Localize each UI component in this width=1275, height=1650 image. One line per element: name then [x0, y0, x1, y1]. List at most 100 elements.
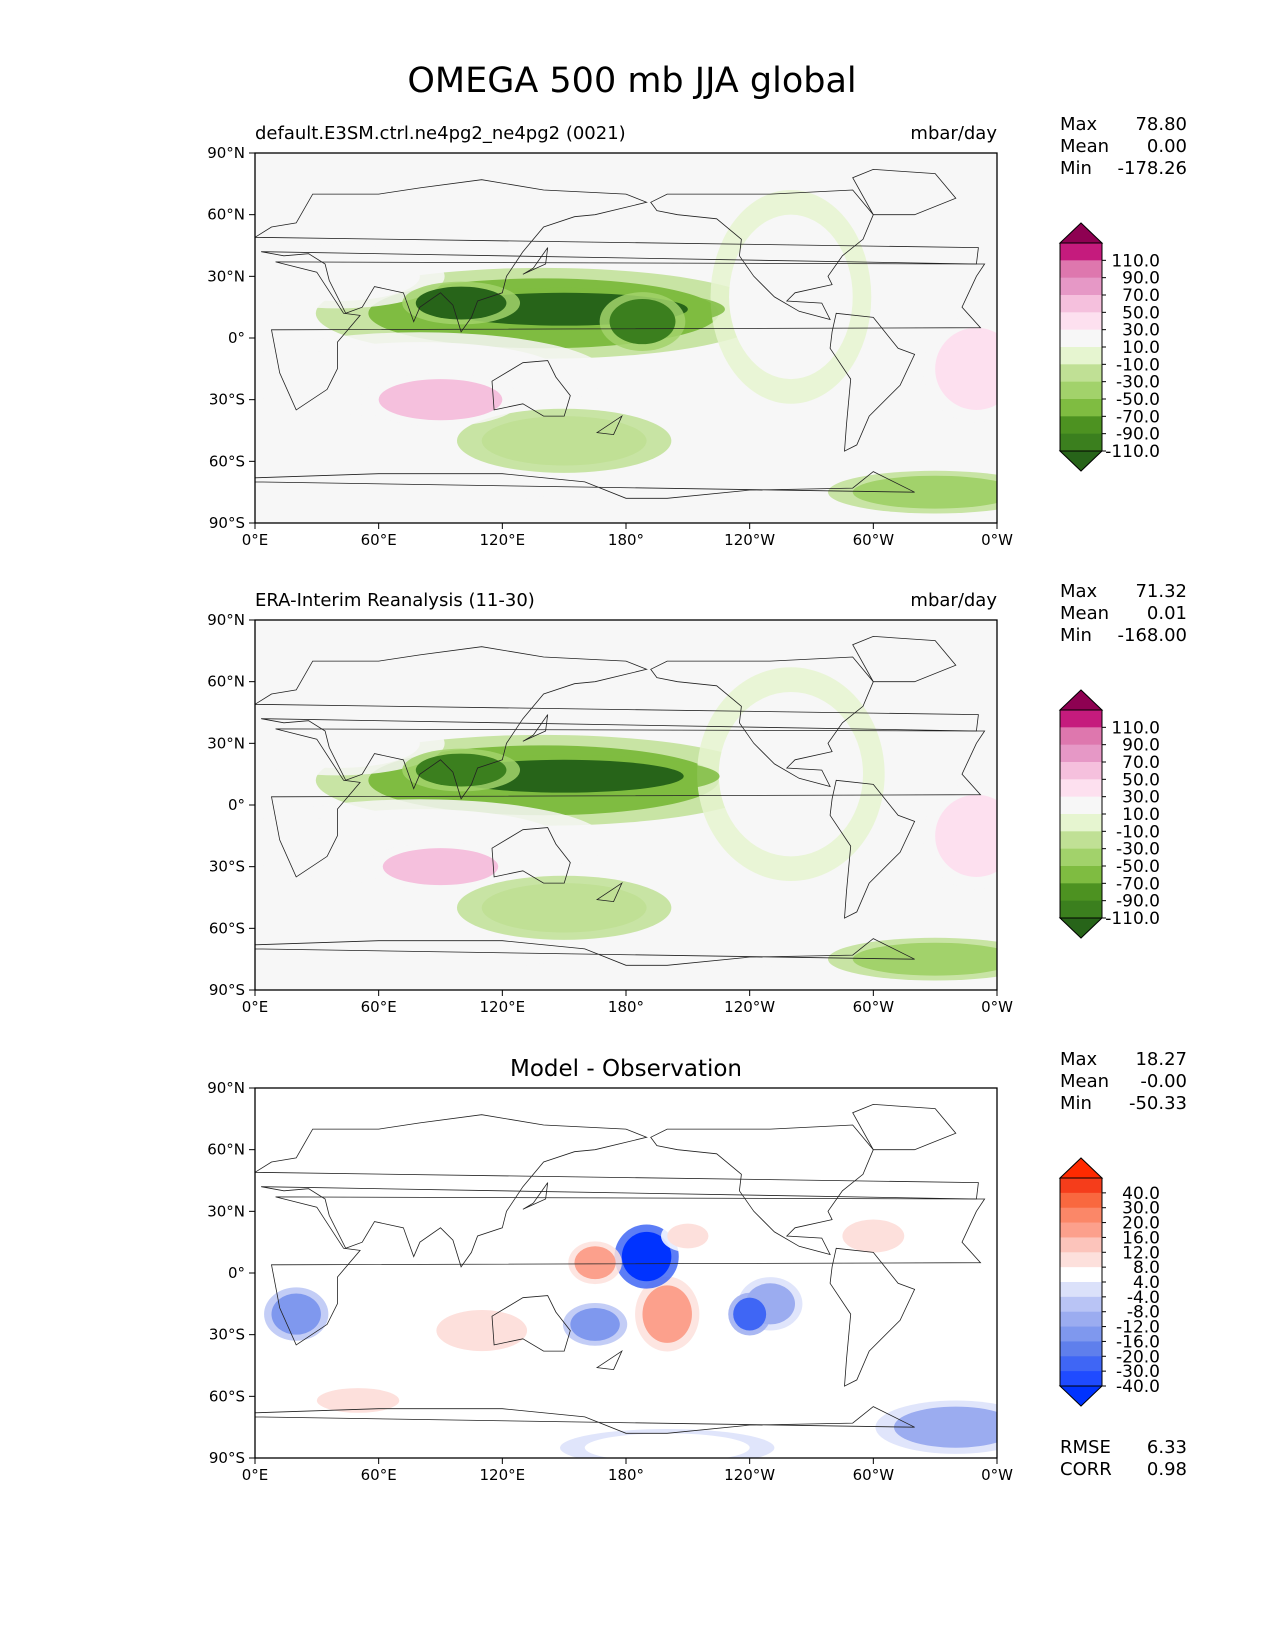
colorbar-tick-label: -40.0	[1116, 1377, 1160, 1397]
coastline	[852, 1103, 957, 1151]
colorbar-tick-label: -30.0	[1116, 840, 1160, 860]
coastline	[491, 1295, 571, 1352]
lat-tick-label: 0°	[228, 796, 245, 814]
colorbar-bin	[1060, 381, 1102, 400]
lat-tick-label: 30°N	[207, 734, 245, 752]
lon-tick-label: 0°E	[242, 1466, 269, 1484]
stat-value: -178.26	[1118, 158, 1187, 179]
colorbar-bin	[1060, 814, 1102, 832]
colorbar-tick-label: 16.0	[1122, 1228, 1160, 1248]
colorbar-bin	[1060, 1178, 1102, 1194]
colorbar-extend-max	[1058, 222, 1104, 244]
stat-label: Mean	[1060, 603, 1109, 624]
stat-label: Mean	[1060, 136, 1109, 157]
colorbar-tick-label: -30.0	[1116, 373, 1160, 393]
colorbar-bin	[1060, 260, 1102, 279]
coastline	[522, 1182, 549, 1210]
coastline	[829, 312, 916, 452]
coastline	[522, 714, 549, 742]
colorbar-tick-label: 110.0	[1111, 251, 1160, 271]
lat-tick-label: 60°N	[207, 673, 245, 691]
contour-core	[570, 1307, 620, 1341]
coastline	[650, 189, 874, 321]
lon-tick-label: 0°E	[242, 998, 269, 1016]
lon-tick-label: 60°W	[853, 1466, 895, 1484]
colorbar-extend-max	[1058, 1157, 1104, 1179]
colorbar-bin	[1060, 796, 1102, 815]
colorbar-tick-label: -50.0	[1116, 857, 1160, 877]
colorbar-bin	[1060, 364, 1102, 383]
colorbar-tick-label: -90.0	[1116, 425, 1160, 445]
lon-tick-label: 120°W	[724, 531, 775, 549]
coastline	[255, 1406, 915, 1458]
metric-value: 6.33	[1147, 1437, 1187, 1458]
contour-core	[667, 1223, 709, 1249]
colorbar-bin	[1060, 762, 1102, 780]
lat-tick-label: 0°	[228, 329, 245, 347]
lat-tick-label: 30°S	[209, 1326, 245, 1344]
colorbar-bin	[1060, 900, 1102, 919]
colorbar-tick-label: -10.0	[1116, 822, 1160, 842]
contour-core	[382, 848, 499, 886]
lon-tick-label: 120°E	[480, 1466, 526, 1484]
colorbar-tick-label: 8.0	[1133, 1258, 1160, 1278]
contour-core	[842, 1219, 905, 1253]
lat-tick-label: 60°S	[209, 1387, 245, 1405]
colorbar-tick-label: 10.0	[1122, 338, 1160, 358]
units-label: mbar/day	[910, 590, 997, 611]
colorbar-tick-label: 30.0	[1122, 1199, 1160, 1219]
colorbar-tick-label: -16.0	[1116, 1332, 1160, 1352]
colorbar-tick-label: 30.0	[1122, 321, 1160, 341]
contour-core	[852, 942, 997, 976]
colorbar-tick-label: -70.0	[1116, 407, 1160, 427]
colorbar-tick-label: 50.0	[1122, 303, 1160, 323]
stat-value: 0.01	[1147, 603, 1187, 624]
lat-tick-label: 90°N	[207, 1079, 245, 1097]
contour-core	[574, 1246, 616, 1280]
colorbar-bin	[1060, 1207, 1102, 1224]
contour-core	[436, 1310, 528, 1352]
colorbar-tick-label: 12.0	[1122, 1243, 1160, 1263]
contour-core	[415, 286, 507, 320]
colorbar-bin	[1060, 1341, 1102, 1357]
lat-tick-label: 60°S	[209, 919, 245, 937]
lon-tick-label: 180°	[608, 531, 644, 549]
contour-core	[642, 1285, 692, 1343]
coastline	[595, 881, 623, 903]
lon-tick-label: 0°W	[981, 998, 1013, 1016]
colorbar-tick-label: -70.0	[1116, 874, 1160, 894]
coastline	[595, 1349, 623, 1371]
coastline	[255, 179, 979, 333]
lon-tick-label: 60°E	[361, 998, 397, 1016]
colorbar-bin	[1060, 848, 1102, 867]
colorbar-tick-label: -110.0	[1105, 442, 1160, 462]
stat-value: -0.00	[1140, 1071, 1187, 1092]
colorbar-bin	[1060, 399, 1102, 417]
colorbar-extend-min	[1058, 450, 1104, 472]
contour-core	[481, 416, 647, 466]
coastline	[271, 728, 986, 878]
colorbar-extend-min	[1058, 917, 1104, 939]
metric-value: 0.98	[1147, 1459, 1187, 1480]
colorbar-bin	[1060, 1222, 1102, 1238]
stat-label: Max	[1060, 114, 1098, 135]
lat-tick-label: 30°S	[209, 391, 245, 409]
contour-core	[271, 1293, 321, 1335]
contour-core	[852, 475, 997, 509]
lat-tick-label: 90°N	[207, 611, 245, 629]
colorbar-tick-label: 90.0	[1122, 736, 1160, 756]
coastline	[829, 1247, 916, 1387]
colorbar-bin	[1060, 295, 1102, 313]
contour-core	[378, 379, 503, 421]
coastline	[595, 414, 623, 436]
colorbar-bin	[1060, 277, 1102, 296]
colorbar-bin	[1060, 312, 1102, 331]
contour-core	[415, 753, 507, 787]
stat-value: 0.00	[1147, 136, 1187, 157]
colorbar-extend-max	[1058, 689, 1104, 711]
map-panel-2: ERA-Interim Reanalysis (11-30) mbar/day 90…	[207, 581, 1187, 1016]
colorbar-tick-label: -4.0	[1127, 1288, 1160, 1308]
contour-field	[255, 153, 997, 523]
colorbar-bin	[1060, 1282, 1102, 1298]
colorbar-bin	[1060, 243, 1102, 261]
